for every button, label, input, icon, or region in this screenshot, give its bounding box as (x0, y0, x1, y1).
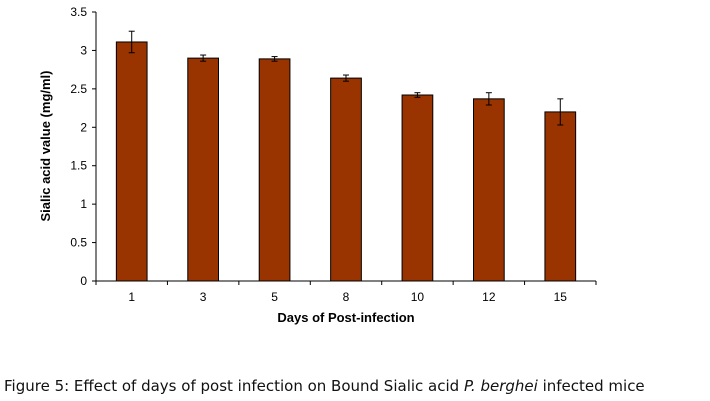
x-tick-label: 5 (271, 290, 278, 304)
y-ticks: 0 0.5 1 1.5 2 2.5 3 3.5 (70, 5, 96, 288)
y-tick-label: 3.5 (70, 5, 87, 19)
caption-text: Figure 5: Effect of days of post infecti… (4, 377, 464, 395)
figure-caption: Figure 5: Effect of days of post infecti… (4, 377, 706, 395)
error-bar-day-8 (343, 74, 349, 82)
bar-day-15 (544, 111, 577, 282)
x-axis-title: Days of Post-infection (277, 310, 414, 325)
y-tick-label: 3 (80, 43, 87, 57)
error-bar-day-10 (414, 92, 421, 98)
y-axis-title: Sialic acid value (mg/ml) (38, 71, 53, 222)
x-ticks: 1 3 5 8 10 12 15 (95, 281, 597, 304)
bar-chart: 0 0.5 1 1.5 2 2.5 3 3.5 1 3 5 8 10 12 15 Days of Post… (38, 5, 597, 325)
bar-day-5 (258, 58, 291, 282)
error-bar-day-15 (557, 98, 564, 126)
bar-day-10 (401, 94, 434, 282)
bars (115, 41, 577, 282)
caption-species: P. berghei (463, 377, 538, 395)
error-bar-day-5 (271, 56, 278, 62)
x-tick-label: 3 (200, 290, 207, 304)
caption-suffix: infected mice (537, 377, 645, 395)
bar-day-8 (330, 77, 362, 282)
bar-day-3 (187, 57, 220, 282)
error-bar-day-1 (128, 30, 135, 54)
y-tick-label: 2 (80, 120, 87, 134)
x-tick-label: 1 (128, 290, 135, 304)
error-bar-day-3 (200, 54, 207, 62)
error-bars (128, 30, 564, 126)
y-tick-label: 2.5 (70, 82, 87, 96)
y-axis: 0 0.5 1 1.5 2 2.5 3 3.5 (70, 5, 97, 288)
x-tick-label: 15 (554, 290, 568, 304)
y-tick-label: 1.5 (70, 159, 87, 173)
y-tick-label: 0 (80, 274, 87, 288)
bar-day-1 (115, 41, 148, 282)
x-tick-label: 10 (411, 290, 425, 304)
y-tick-label: 1 (80, 197, 87, 211)
x-axis: 1 3 5 8 10 12 15 (95, 280, 597, 304)
x-tick-label: 8 (343, 290, 350, 304)
error-bar-day-12 (485, 92, 492, 106)
bar-day-12 (473, 98, 505, 282)
x-tick-label: 12 (482, 290, 496, 304)
y-tick-label: 0.5 (70, 236, 87, 250)
